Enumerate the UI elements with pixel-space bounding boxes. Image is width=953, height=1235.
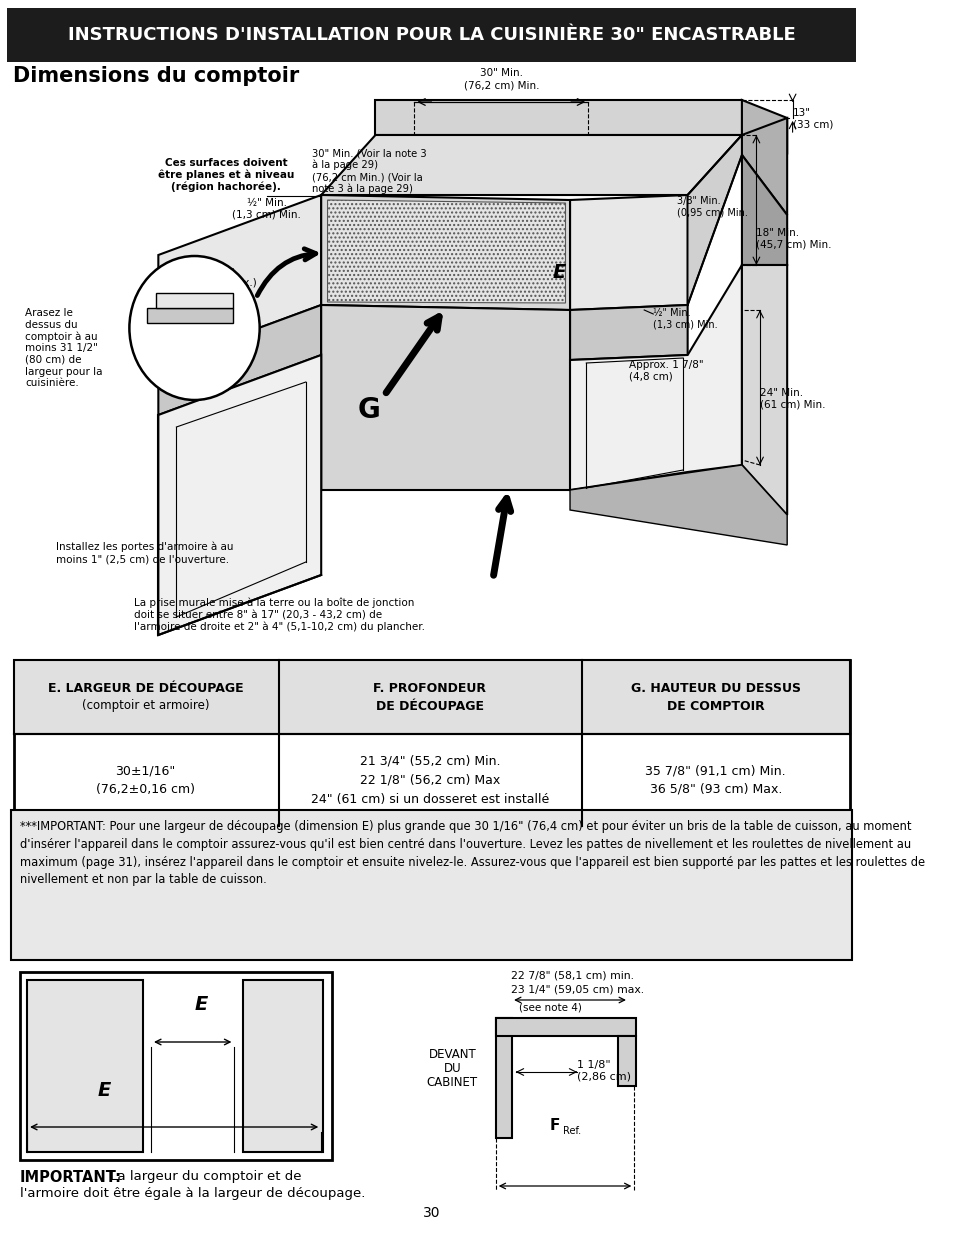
Text: être planes et à niveau: être planes et à niveau <box>158 170 294 180</box>
Text: ½" Min.
(1,3 cm) Min.: ½" Min. (1,3 cm) Min. <box>233 198 301 220</box>
Text: IMPORTANT:: IMPORTANT: <box>20 1170 122 1186</box>
Polygon shape <box>570 266 741 490</box>
Text: DE COMPTOIR: DE COMPTOIR <box>666 699 763 713</box>
Polygon shape <box>570 305 687 359</box>
Text: 13"
(33 cm): 13" (33 cm) <box>792 107 832 130</box>
Text: F: F <box>550 1118 560 1132</box>
Text: Ces surfaces doivent: Ces surfaces doivent <box>165 158 287 168</box>
Text: (comptoir et armoire): (comptoir et armoire) <box>82 699 210 713</box>
Text: (see note 4): (see note 4) <box>518 1002 581 1011</box>
Bar <box>13 659 849 734</box>
Polygon shape <box>327 200 565 303</box>
Text: 23 1/4" (59,05 cm) max.: 23 1/4" (59,05 cm) max. <box>511 984 643 994</box>
Text: E: E <box>552 263 565 282</box>
Text: F. PROFONDEUR: F. PROFONDEUR <box>373 682 486 694</box>
Polygon shape <box>158 354 321 635</box>
Text: 35 7/8" (91,1 cm) Min.
36 5/8" (93 cm) Max.: 35 7/8" (91,1 cm) Min. 36 5/8" (93 cm) M… <box>644 764 785 797</box>
Text: G. HAUTEUR DU DESSUS: G. HAUTEUR DU DESSUS <box>630 682 800 694</box>
Bar <box>27 981 143 1152</box>
Text: 30" Min. (Voir la note 3: 30" Min. (Voir la note 3 <box>312 148 426 158</box>
Text: 21 3/4" (55,2 cm) Min.
22 1/8" (56,2 cm) Max
24" (61 cm) si un dosseret est inst: 21 3/4" (55,2 cm) Min. 22 1/8" (56,2 cm)… <box>311 755 548 805</box>
Text: ½" Min.
(1,3 cm) Min.: ½" Min. (1,3 cm) Min. <box>653 308 718 330</box>
Text: 30" Min.
(76,2 cm) Min.: 30" Min. (76,2 cm) Min. <box>463 68 538 90</box>
Text: INSTRUCTIONS D'INSTALLATION POUR LA CUISINIÈRE 30" ENCASTRABLE: INSTRUCTIONS D'INSTALLATION POUR LA CUIS… <box>68 26 795 44</box>
Text: E. LARGEUR DE DÉCOUPAGE: E. LARGEUR DE DÉCOUPAGE <box>48 682 243 694</box>
Polygon shape <box>147 308 233 324</box>
Polygon shape <box>687 135 741 305</box>
Text: 18" Min.
(45,7 cm) Min.: 18" Min. (45,7 cm) Min. <box>756 228 831 249</box>
Text: DEVANT: DEVANT <box>428 1049 476 1061</box>
Text: l'armoire doit être égale à la largeur de découpage.: l'armoire doit être égale à la largeur d… <box>20 1187 365 1200</box>
Text: La largeur du comptoir et de: La largeur du comptoir et de <box>106 1170 301 1183</box>
Polygon shape <box>741 100 786 153</box>
Polygon shape <box>375 100 741 135</box>
Text: 30±1/16"
(76,2±0,16 cm): 30±1/16" (76,2±0,16 cm) <box>96 764 195 797</box>
Bar <box>10 810 851 960</box>
Text: Ref.: Ref. <box>562 1126 580 1136</box>
Bar <box>496 1018 512 1137</box>
Text: Dimensions du comptoir: Dimensions du comptoir <box>12 65 298 86</box>
Text: Approx. 1 7/8"
(4,8 cm): Approx. 1 7/8" (4,8 cm) <box>628 359 702 382</box>
Bar <box>618 1036 636 1086</box>
Bar <box>243 981 323 1152</box>
Text: (région hachorée).: (région hachorée). <box>172 182 281 193</box>
Polygon shape <box>741 156 786 266</box>
Polygon shape <box>321 135 741 195</box>
Bar <box>151 981 234 1152</box>
Text: 1 1/8"
(2,86 cm): 1 1/8" (2,86 cm) <box>577 1060 631 1082</box>
Bar <box>8 7 855 62</box>
Text: E: E <box>97 1081 111 1099</box>
Text: Installez les portes d'armoire à au
moins 1" (2,5 cm) de l'ouverture.: Installez les portes d'armoire à au moin… <box>56 542 233 564</box>
Bar <box>20 972 332 1160</box>
Text: note 3 à la page 29): note 3 à la page 29) <box>312 184 413 194</box>
Text: DE DÉCOUPAGE: DE DÉCOUPAGE <box>375 699 483 713</box>
Polygon shape <box>158 305 321 415</box>
Text: 3/8" Min.
(0,95 cm) Min.: 3/8" Min. (0,95 cm) Min. <box>676 196 747 217</box>
Circle shape <box>130 256 259 400</box>
Polygon shape <box>741 266 786 515</box>
Text: 1 ½" Max.
(3,8 cm Max.): 1 ½" Max. (3,8 cm Max.) <box>185 266 257 288</box>
Polygon shape <box>570 195 687 310</box>
Bar <box>13 659 849 826</box>
Text: Arasez le
dessus du
comptoir à au
moins 31 1/2"
(80 cm) de
largeur pour la
cuisi: Arasez le dessus du comptoir à au moins … <box>26 308 103 388</box>
Polygon shape <box>570 466 786 545</box>
Polygon shape <box>321 305 570 490</box>
Polygon shape <box>741 119 786 215</box>
Text: CABINET: CABINET <box>426 1076 477 1089</box>
Text: ***IMPORTANT: Pour une largeur de découpage (dimension E) plus grande que 30 1/1: ***IMPORTANT: Pour une largeur de découp… <box>20 820 924 887</box>
Bar <box>496 1018 636 1036</box>
Text: à la page 29): à la page 29) <box>312 161 377 170</box>
Text: DU: DU <box>443 1062 460 1074</box>
Text: 24" Min.
(61 cm) Min.: 24" Min. (61 cm) Min. <box>760 388 824 410</box>
Text: (76,2 cm Min.) (Voir la: (76,2 cm Min.) (Voir la <box>312 172 422 182</box>
Polygon shape <box>158 195 321 366</box>
Text: G: G <box>357 396 380 424</box>
Polygon shape <box>321 195 570 310</box>
Text: La prise murale mise à la terre ou la boîte de jonction
doit se situer entre 8" : La prise murale mise à la terre ou la bo… <box>133 598 424 632</box>
Text: 30: 30 <box>422 1207 440 1220</box>
Text: E: E <box>194 994 208 1014</box>
Polygon shape <box>155 293 233 308</box>
Text: 22 7/8" (58,1 cm) min.: 22 7/8" (58,1 cm) min. <box>511 969 634 981</box>
